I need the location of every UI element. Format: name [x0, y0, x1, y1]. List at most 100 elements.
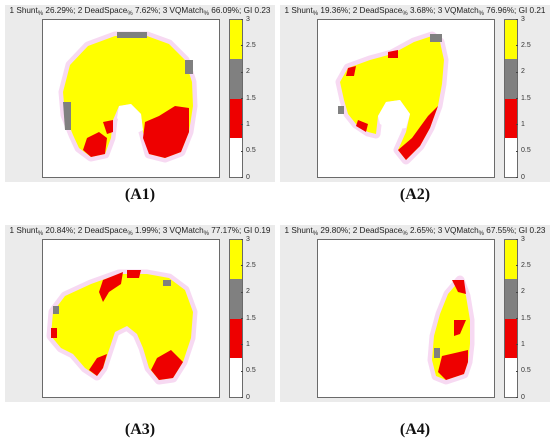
caption-paren: )	[149, 186, 156, 203]
colorbar-tick-mark	[516, 45, 518, 47]
caption-paren: (	[399, 186, 406, 203]
title-subscript: %	[37, 231, 44, 237]
colorbar-tick-mark	[516, 397, 518, 398]
colorbar-tick-mark	[241, 19, 243, 20]
caption-paren: (	[124, 421, 131, 438]
ventilation-perfusion-map	[42, 239, 220, 398]
panel-a4: 1 Shunt% 29.80%; 2 DeadSpace% 2.65%; 3 V…	[280, 225, 550, 402]
panel-title: 1 Shunt% 29.80%; 2 DeadSpace% 2.65%; 3 V…	[280, 226, 550, 237]
colorbar-tick-label: 2	[521, 288, 525, 296]
caption-label: A4	[405, 421, 425, 438]
title-part: 1.99%; 3 VQMatch	[132, 226, 204, 235]
colorbar-tick-label: 3	[521, 15, 525, 23]
ventilation-perfusion-map	[317, 19, 495, 178]
title-subscript: %	[402, 231, 408, 237]
colorbar-tick-mark	[516, 177, 518, 178]
title-part: 66.09%; GI 0.23	[209, 6, 271, 15]
panel-title: 1 Shunt% 26.29%; 2 DeadSpace% 7.62%; 3 V…	[5, 6, 275, 17]
panel-a1: 1 Shunt% 26.29%; 2 DeadSpace% 7.62%; 3 V…	[5, 5, 275, 182]
colorbar-tick-label: 3	[246, 15, 250, 23]
colorbar-tick-label: 2	[521, 68, 525, 76]
title-subscript: %	[312, 11, 319, 17]
title-subscript: %	[478, 231, 485, 237]
lung-silhouette	[338, 34, 444, 160]
colorbar-tick-label: 3	[521, 235, 525, 243]
caption-paren: )	[424, 186, 431, 203]
caption-paren: )	[149, 421, 156, 438]
colorbar-tick-label: 1	[521, 120, 525, 128]
colorbar-tick-mark	[241, 98, 243, 99]
title-subscript: %	[312, 231, 319, 237]
colorbar-tick-label: 2.5	[246, 41, 256, 49]
colorbar-tick-mark	[241, 177, 243, 178]
ventilation-perfusion-map	[42, 19, 220, 178]
colorbar-tick-mark	[516, 98, 518, 99]
colorbar-tick-mark	[241, 318, 243, 319]
title-part: 77.17%; GI 0.19	[209, 226, 271, 235]
colorbar-tick-mark	[241, 265, 243, 267]
colorbar-tick-mark	[241, 397, 243, 398]
title-subscript: %	[402, 11, 408, 17]
colorbar-tick-label: 2	[246, 68, 250, 76]
lung-silhouette	[63, 32, 193, 158]
colorbar-tick-label: 1	[246, 120, 250, 128]
colorbar-tick-mark	[241, 344, 243, 346]
title-part: 1 Shunt	[284, 226, 313, 235]
colorbar-tick-label: 0	[521, 393, 525, 401]
colorbar-tick-label: 3	[246, 235, 250, 243]
colorbar-tick-mark	[241, 124, 243, 126]
colorbar-tick-label: 0	[521, 173, 525, 181]
lung-map-image	[427, 275, 475, 385]
colorbar-tick-label: 0.5	[521, 367, 531, 375]
colorbar-tick-label: 2.5	[246, 261, 256, 269]
colorbar-tick-label: 1.5	[246, 94, 256, 102]
panel-title: 1 Shunt% 19.36%; 2 DeadSpace% 3.68%; 3 V…	[280, 6, 550, 17]
title-part: 1 Shunt	[284, 6, 313, 15]
caption-paren: )	[424, 421, 431, 438]
title-part: 2.65%; 3 VQMatch	[407, 226, 479, 235]
colorbar-tick-mark	[241, 150, 243, 152]
title-part: 29.80%; 2 DeadSpace	[318, 226, 403, 235]
caption-a2: (A2)	[280, 186, 550, 204]
colorbar-tick-label: 1.5	[521, 94, 531, 102]
caption-a1: (A1)	[5, 186, 275, 204]
caption-a4: (A4)	[280, 421, 550, 439]
colorbar	[229, 239, 243, 398]
colorbar-tick-mark	[516, 265, 518, 267]
title-subscript: %	[37, 11, 44, 17]
colorbar-tick-label: 1	[246, 340, 250, 348]
caption-a3: (A3)	[5, 421, 275, 439]
title-subscript: %	[127, 231, 133, 237]
lung-silhouette	[51, 270, 193, 380]
colorbar-tick-mark	[241, 291, 243, 293]
colorbar-tick-label: 1.5	[246, 314, 256, 322]
title-part: 76.96%; GI 0.21	[484, 6, 546, 15]
title-part: 3.68%; 3 VQMatch	[407, 6, 479, 15]
colorbar-tick-mark	[516, 19, 518, 20]
ventilation-perfusion-map	[317, 239, 495, 398]
colorbar-tick-label: 2	[246, 288, 250, 296]
colorbar-tick-label: 0.5	[246, 147, 256, 155]
colorbar-tick-label: 1.5	[521, 314, 531, 322]
panel-title: 1 Shunt% 20.84%; 2 DeadSpace% 1.99%; 3 V…	[5, 226, 275, 237]
colorbar-tick-mark	[516, 150, 518, 152]
colorbar	[504, 19, 518, 178]
colorbar	[504, 239, 518, 398]
title-part: 26.29%; 2 DeadSpace	[43, 6, 128, 15]
colorbar-tick-mark	[516, 239, 518, 240]
caption-paren: (	[124, 186, 131, 203]
colorbar-tick-mark	[516, 318, 518, 319]
colorbar-tick-label: 2.5	[521, 261, 531, 269]
colorbar-tick-label: 1	[521, 340, 525, 348]
colorbar-tick-mark	[516, 291, 518, 293]
title-part: 20.84%; 2 DeadSpace	[43, 226, 128, 235]
caption-label: A2	[405, 186, 425, 203]
colorbar-tick-label: 0	[246, 173, 250, 181]
caption-paren: (	[399, 421, 406, 438]
title-subscript: %	[203, 231, 210, 237]
title-part: 67.55%; GI 0.23	[484, 226, 546, 235]
title-subscript: %	[127, 11, 133, 17]
colorbar-tick-mark	[516, 124, 518, 126]
title-subscript: %	[478, 11, 485, 17]
caption-label: A1	[130, 186, 150, 203]
